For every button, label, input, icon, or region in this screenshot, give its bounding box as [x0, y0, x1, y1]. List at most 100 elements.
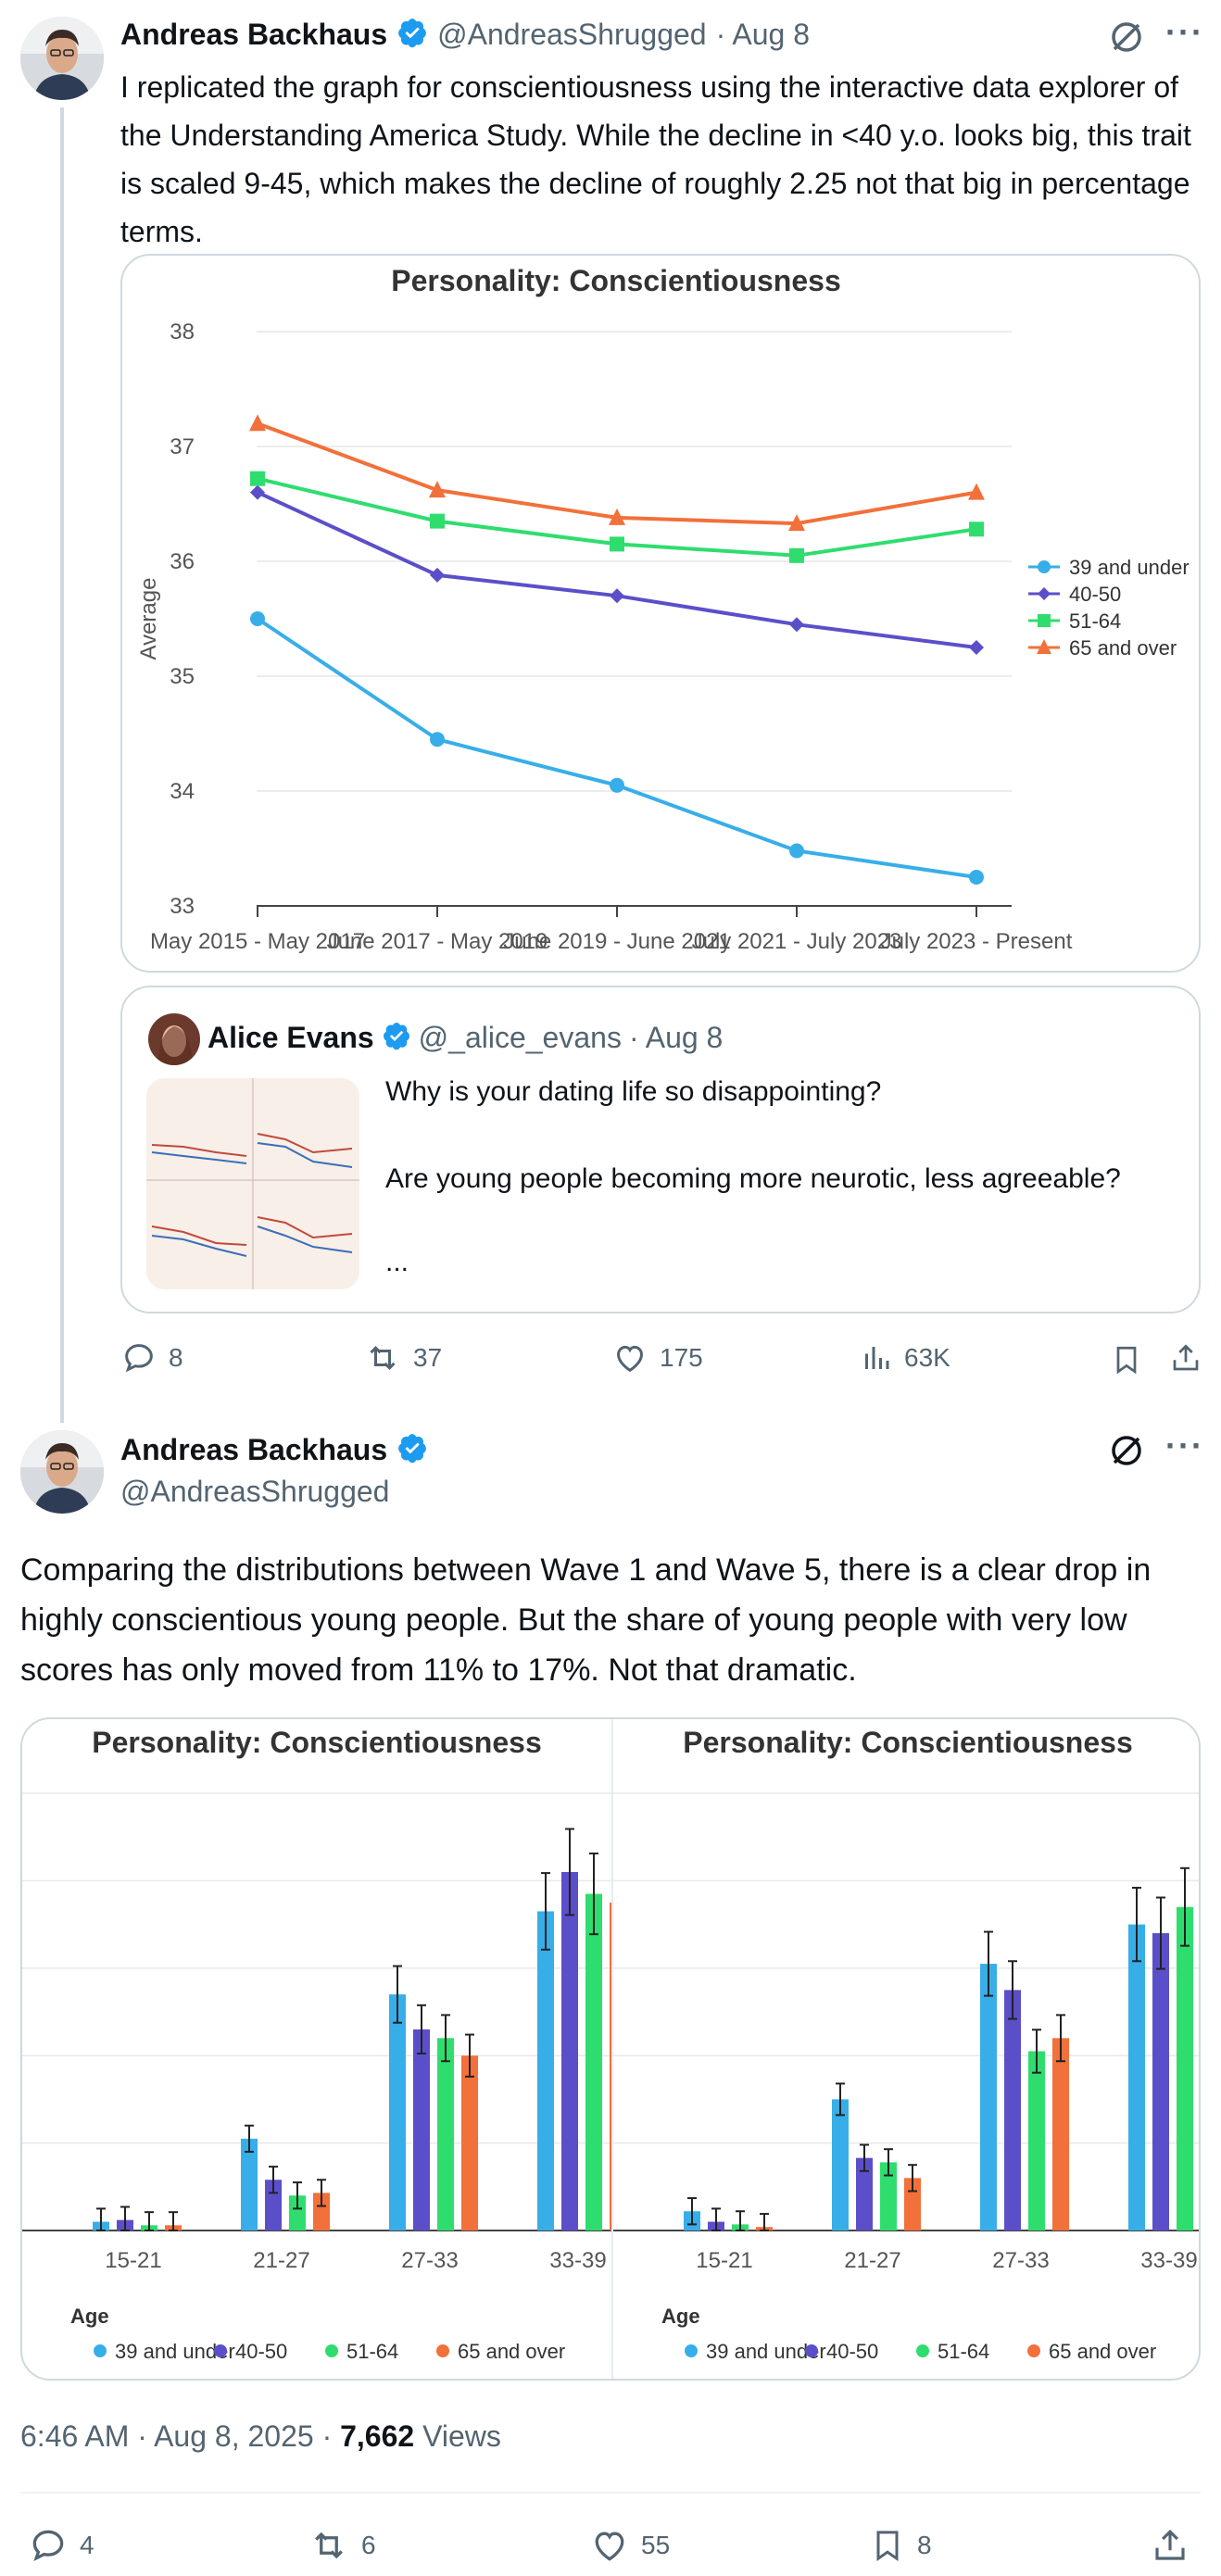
avatar[interactable]: [20, 17, 104, 100]
chart-title: Personality: Conscientiousness: [683, 1726, 1132, 1759]
author-handle[interactable]: @AndreasShrugged: [120, 1475, 390, 1508]
quoted-author-handle: @_alice_evans: [418, 1021, 622, 1054]
legend-label: 40-50: [826, 2340, 878, 2363]
bar: [413, 2029, 430, 2230]
legend-label: 65 and over: [1069, 636, 1177, 660]
quoted-tweet-ellipsis: ...: [385, 1247, 409, 1277]
quoted-tweet-text-line2: Are young people becoming more neurotic,…: [385, 1163, 1121, 1194]
reply-button[interactable]: 4: [28, 2525, 94, 2566]
x-tick-label: 21-27: [253, 2248, 309, 2273]
data-point: [430, 513, 445, 529]
data-point: [610, 536, 624, 552]
bar: [610, 1903, 611, 2230]
y-axis-label: Average: [136, 578, 161, 660]
legend-marker: [214, 2344, 227, 2357]
chart-title: Personality: Conscientiousness: [391, 264, 840, 297]
bar: [1028, 2051, 1045, 2230]
y-tick-label: 33: [170, 894, 195, 919]
heart-icon: [595, 2532, 624, 2561]
bar: [537, 1911, 554, 2230]
bookmark-icon[interactable]: [1110, 1341, 1143, 1383]
legend-label: 39 and under: [1069, 556, 1190, 579]
avatar[interactable]: [20, 1430, 104, 1514]
x-tick-label: May 2015 - May 2017: [150, 929, 365, 954]
legend-marker: [685, 2344, 698, 2357]
legend-title: Age: [70, 2305, 109, 2328]
reply-count: 8: [169, 1343, 183, 1372]
tweet-time[interactable]: · Aug 8: [715, 18, 810, 51]
legend-marker: [1037, 639, 1051, 654]
x-tick-label: June 2019 - June 2021: [503, 929, 731, 954]
bar: [313, 2193, 330, 2230]
like-button[interactable]: 55: [589, 2525, 670, 2566]
legend-label: 51-64: [346, 2340, 398, 2363]
like-button[interactable]: 175: [611, 1339, 703, 1376]
author-handle[interactable]: @AndreasShrugged: [437, 18, 707, 51]
like-count: 55: [641, 2531, 671, 2559]
author-name[interactable]: Andreas Backhaus: [120, 18, 388, 51]
y-tick-label: 38: [170, 320, 195, 345]
tweet-timestamp[interactable]: 6:46 AM · Aug 8, 2025 ·: [20, 2419, 341, 2453]
bookmark-icon: [876, 2531, 899, 2562]
y-tick-label: 35: [170, 664, 195, 689]
quoted-tweet[interactable]: Alice Evans @_alice_evans · Aug 8 Why is…: [120, 986, 1201, 1313]
share-icon[interactable]: [1151, 2525, 1190, 2570]
legend-marker: [916, 2344, 929, 2357]
y-tick-label: 34: [170, 779, 195, 804]
thread-line: [60, 107, 64, 1423]
x-tick-label: 27-33: [401, 2248, 458, 2273]
tweet-text: I replicated the graph for conscientious…: [120, 70, 1191, 248]
bookmark-count: 8: [917, 2531, 932, 2559]
bar: [856, 2157, 873, 2230]
legend-label: 40-50: [235, 2340, 287, 2363]
data-point: [609, 508, 625, 525]
series-line: [256, 617, 977, 879]
x-tick-label: 15-21: [105, 2248, 161, 2273]
data-point: [969, 640, 984, 655]
views-label: Views: [414, 2419, 501, 2453]
bar-charts-card[interactable]: Personality: Conscientiousness 15-21 21-27…: [20, 1717, 1201, 2381]
legend-label: 40-50: [1069, 583, 1121, 606]
repost-icon: [370, 1346, 396, 1370]
bar-chart-wave-5: Personality: Conscientiousness 15-21 21-27…: [613, 1726, 1199, 2363]
tweet-header: Andreas Backhaus @AndreasShrugged · Aug …: [120, 17, 810, 53]
bar: [561, 1871, 578, 2230]
chart-title: Personality: Conscientiousness: [92, 1726, 541, 1759]
repost-count: 6: [361, 2531, 376, 2559]
bar: [1177, 1906, 1193, 2230]
bookmark-button[interactable]: 8: [869, 2525, 932, 2566]
legend-marker: [1038, 587, 1051, 600]
bar: [389, 1994, 406, 2230]
bar: [437, 2038, 454, 2230]
bar: [1004, 1990, 1021, 2230]
data-point: [789, 843, 804, 859]
grok-icon[interactable]: [1108, 1432, 1145, 1474]
bar: [289, 2195, 306, 2230]
x-tick-label: July 2021 - July 2023: [692, 929, 902, 954]
repost-button[interactable]: 37: [363, 1339, 442, 1376]
more-options-icon[interactable]: ···: [1165, 13, 1204, 51]
line-chart-card[interactable]: Personality: Conscientiousness 33 34 35 36 37…: [120, 254, 1201, 973]
data-point: [610, 777, 624, 793]
chart-divider: [611, 1719, 613, 2379]
x-tick-label: June 2017 - May 2019: [327, 929, 548, 954]
bar: [832, 2099, 849, 2230]
heart-icon: [616, 1345, 644, 1373]
reply-icon: [32, 2530, 64, 2561]
views-button[interactable]: 63K: [860, 1339, 950, 1376]
repost-count: 37: [413, 1343, 443, 1372]
legend-marker: [1038, 614, 1051, 627]
bar: [1128, 1924, 1145, 2230]
data-point: [789, 547, 804, 563]
reply-icon: [125, 1344, 153, 1373]
reply-button[interactable]: 8: [120, 1339, 183, 1376]
data-point: [250, 611, 265, 626]
more-options-icon[interactable]: ···: [1165, 1426, 1204, 1464]
share-icon[interactable]: [1169, 1339, 1202, 1381]
author-name[interactable]: Andreas Backhaus: [120, 1433, 388, 1466]
data-point: [250, 471, 265, 486]
like-count: 175: [660, 1343, 703, 1372]
repost-button[interactable]: 6: [308, 2525, 376, 2566]
quoted-tweet-thumbnail: [146, 1078, 359, 1289]
grok-icon[interactable]: [1108, 19, 1145, 60]
